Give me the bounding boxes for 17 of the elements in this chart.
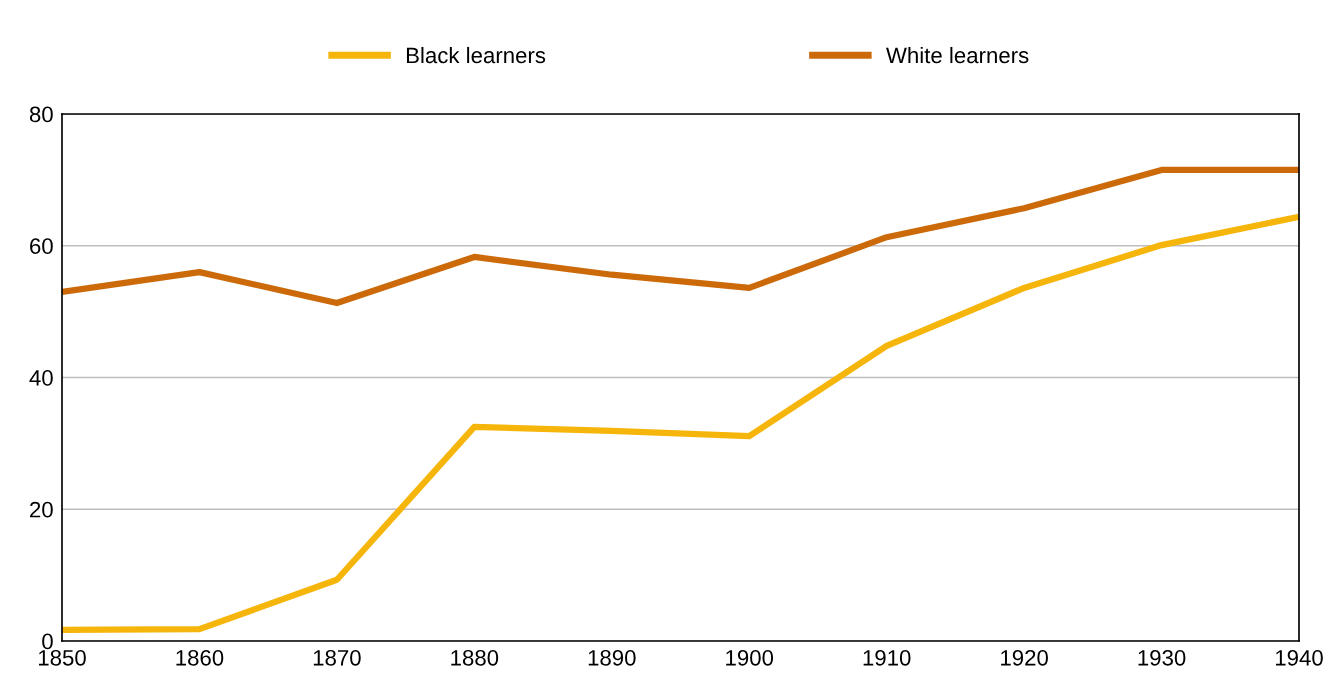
- x-tick-label: 1870: [313, 649, 361, 666]
- x-tick-label: 1860: [176, 649, 224, 666]
- y-tick-label: 80: [29, 106, 53, 123]
- x-tick-label: 1940: [1275, 649, 1323, 666]
- legend-label: White learners: [886, 46, 1029, 64]
- x-tick-label: 1900: [726, 649, 774, 666]
- x-tick-label: 1920: [1001, 649, 1048, 666]
- x-tick-label: 1910: [863, 649, 911, 666]
- y-tick-label: 0: [42, 633, 53, 650]
- y-tick-label: 40: [29, 370, 53, 386]
- x-tick-label: 1880: [451, 649, 499, 666]
- x-tick-label: 1930: [1138, 649, 1186, 666]
- y-tick-label: 60: [30, 238, 53, 255]
- x-tick-label: 1890: [588, 649, 636, 666]
- legend-label: Black learners: [406, 46, 546, 64]
- x-tick-label: 1850: [38, 649, 86, 666]
- y-tick-label: 20: [30, 501, 53, 518]
